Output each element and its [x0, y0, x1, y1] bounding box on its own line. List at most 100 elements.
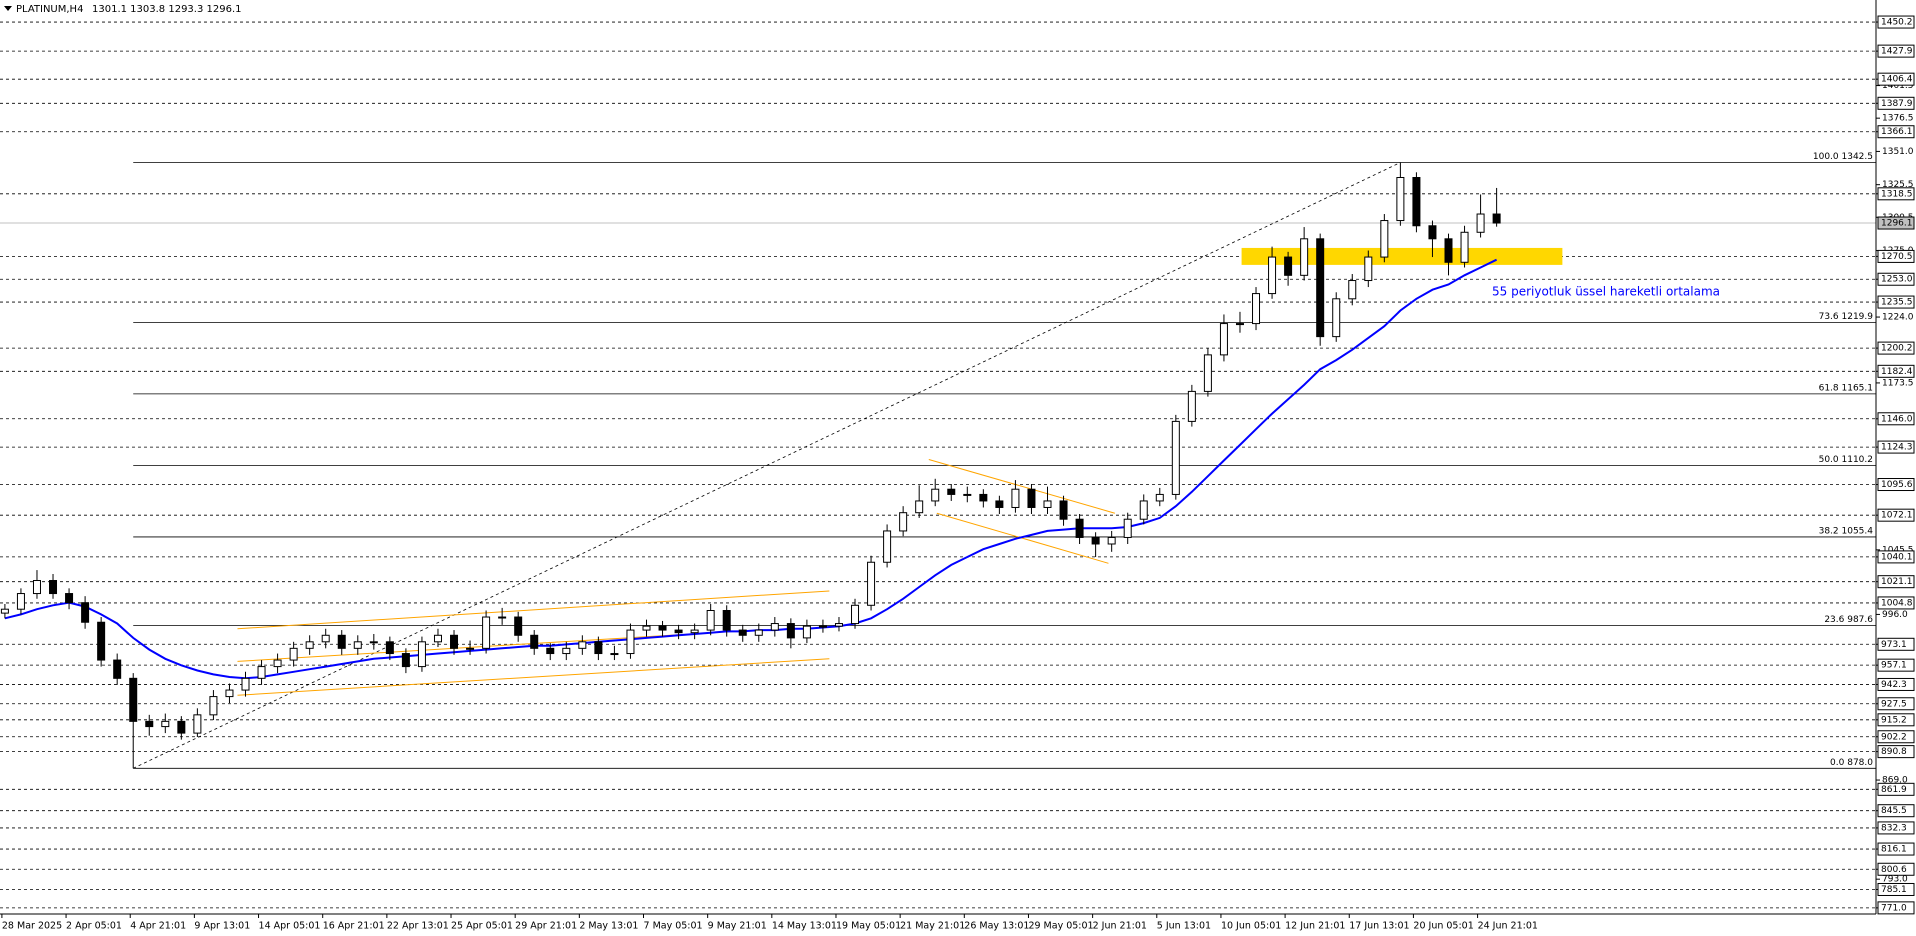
candle-body: [1428, 225, 1437, 240]
level-box: [1877, 821, 1915, 835]
x-tick-label: 28 Mar 2025: [2, 921, 62, 932]
candle-body: [1284, 256, 1293, 276]
y-tick-label: 1173.5: [1882, 378, 1914, 388]
candle-body: [851, 604, 860, 625]
candle-body: [1075, 518, 1084, 538]
candle-body: [257, 666, 266, 679]
level-label: 942.3: [1881, 680, 1907, 690]
candle-body: [305, 641, 314, 649]
level-box: [1877, 72, 1915, 86]
candle-body: [1107, 536, 1116, 545]
ema-line: [4, 258, 1498, 680]
level-box: [1877, 730, 1915, 744]
x-tick-label: 2 Apr 05:01: [66, 921, 122, 932]
candle-body: [1380, 220, 1389, 258]
candle-body: [321, 634, 330, 643]
trendline: [237, 590, 830, 630]
level-box: [1877, 550, 1915, 564]
candle-body: [1396, 177, 1405, 222]
candle-body: [818, 625, 827, 628]
x-tick-label: 20 Jun 05:01: [1413, 921, 1473, 932]
level-label: 1253.0: [1881, 275, 1913, 285]
candle-body: [514, 616, 523, 636]
level-label: 1095.6: [1881, 480, 1913, 490]
candle-body: [466, 647, 475, 650]
level-label: 1004.8: [1881, 598, 1913, 608]
level-label: 1270.5: [1881, 252, 1913, 262]
candle-body: [546, 647, 555, 655]
candle-body: [32, 580, 41, 595]
level-box: [1877, 96, 1915, 110]
x-tick-label: 21 May 21:01: [900, 921, 965, 932]
candle-body: [706, 610, 715, 631]
candle-body: [401, 653, 410, 668]
x-tick-label: 29 Apr 21:01: [515, 921, 577, 932]
candle-body: [450, 634, 459, 649]
candle-body: [1011, 488, 1020, 508]
candle-body: [1187, 390, 1196, 422]
candle-body: [385, 641, 394, 655]
candle-body: [626, 629, 635, 655]
candle-body: [177, 720, 186, 734]
candle-body: [1235, 323, 1244, 326]
x-tick-label: 24 Jun 21:01: [1478, 921, 1538, 932]
fib-label: 23.6 987.6: [1824, 615, 1873, 625]
candle-body: [129, 677, 138, 722]
candle-body: [65, 593, 74, 604]
candle-body: [610, 653, 619, 656]
menu-triangle: [4, 6, 12, 11]
candle-body: [225, 689, 234, 698]
candle-body: [995, 500, 1004, 508]
trendline: [237, 658, 830, 696]
level-box: [1877, 364, 1915, 378]
level-box: [1877, 508, 1915, 522]
candle-body: [241, 677, 250, 691]
level-label: 973.1: [1881, 640, 1907, 650]
x-tick-label: 9 Apr 13:01: [194, 921, 250, 932]
candle-body: [97, 621, 106, 661]
level-label: 1072.1: [1881, 511, 1913, 521]
candle-body: [979, 493, 988, 502]
candle-body: [49, 580, 58, 595]
candle-body: [834, 623, 843, 627]
y-tick-label: 1351.0: [1882, 147, 1914, 157]
x-tick-label: 26 May 13:01: [964, 921, 1029, 932]
level-label: 957.1: [1881, 661, 1907, 671]
y-tick-label: 1401.5: [1882, 81, 1914, 91]
level-label: 800.6: [1881, 865, 1907, 875]
level-label: 1366.1: [1881, 127, 1913, 137]
candle-body: [1460, 231, 1469, 263]
level-label: 1318.5: [1881, 189, 1913, 199]
y-tick-label: 1224.0: [1882, 313, 1914, 323]
candle-body: [867, 561, 876, 606]
level-box: [1877, 412, 1915, 426]
level-label: 816.1: [1881, 845, 1907, 855]
level-label: 1182.4: [1881, 367, 1913, 377]
ema-annotation: 55 periyotluk üssel hareketli ortalama: [1492, 285, 1720, 299]
candle-body: [1300, 238, 1309, 276]
y-tick-label: 1325.5: [1882, 180, 1914, 190]
x-tick-label: 25 Apr 05:01: [451, 921, 513, 932]
level-box: [1877, 575, 1915, 589]
candle-body: [1059, 500, 1068, 520]
level-box: [1877, 782, 1915, 796]
level-box: [1877, 44, 1915, 58]
price-box: [1877, 216, 1915, 230]
candle-body: [209, 696, 218, 716]
candle-body: [0, 608, 9, 614]
level-box: [1877, 440, 1915, 454]
candle-body: [786, 623, 795, 639]
x-tick-label: 5 Jun 13:01: [1157, 921, 1211, 932]
level-label: 1040.1: [1881, 552, 1913, 562]
candle-body: [1316, 238, 1325, 338]
level-box: [1877, 15, 1915, 29]
candle-body: [1139, 500, 1148, 520]
candle-body: [289, 647, 298, 661]
candle-body: [113, 659, 122, 679]
x-tick-label: 4 Apr 21:01: [130, 921, 186, 932]
candle-body: [802, 625, 811, 639]
level-label: 1146.0: [1881, 414, 1913, 424]
candle-body: [1444, 238, 1453, 263]
level-label: 1450.2: [1881, 18, 1913, 28]
y-tick-label: 869.0: [1882, 776, 1908, 786]
